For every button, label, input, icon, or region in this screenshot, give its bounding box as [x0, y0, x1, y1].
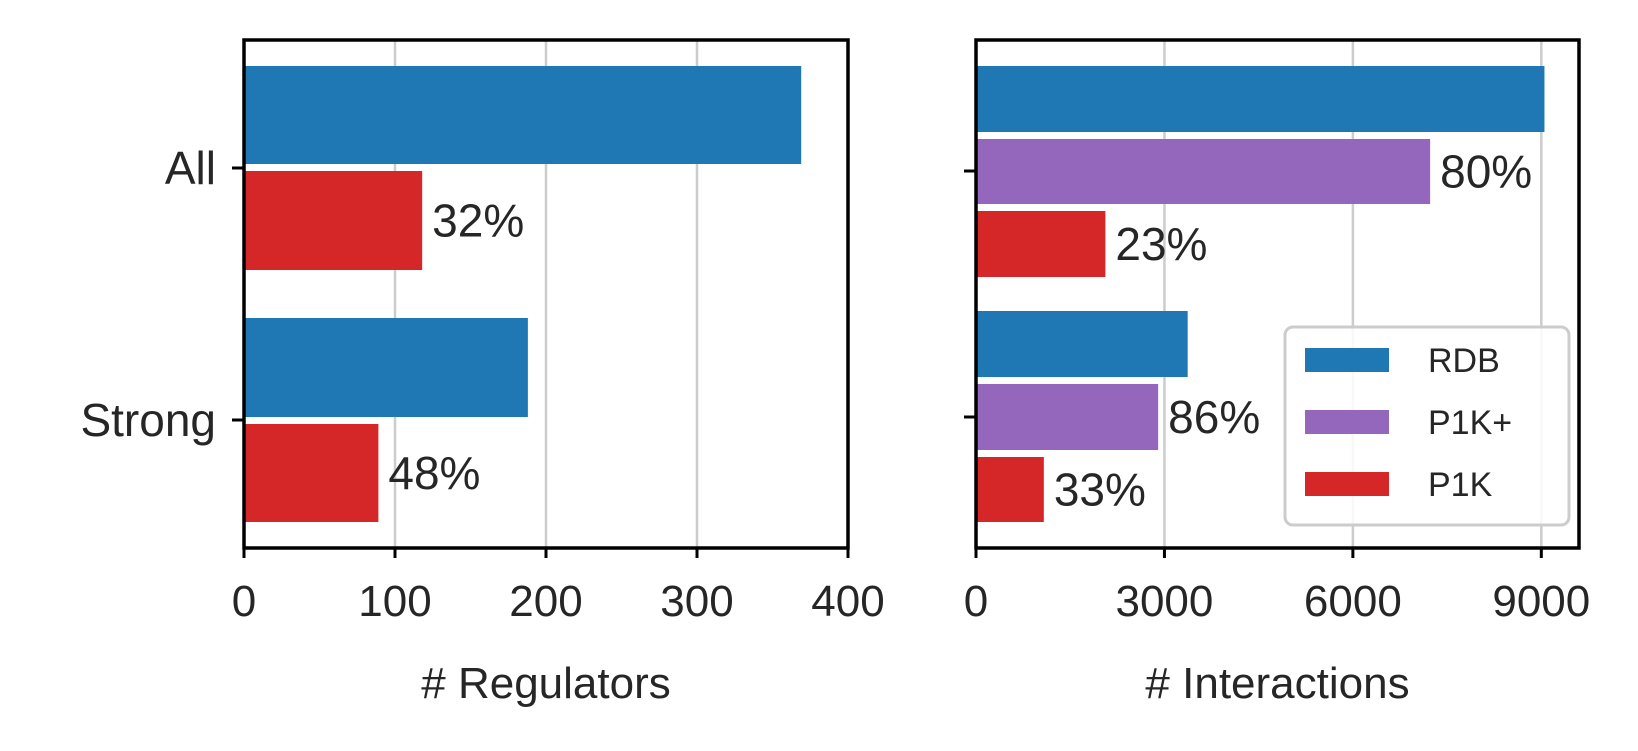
x-tick-label: 400	[811, 577, 884, 626]
legend-swatch	[1305, 348, 1389, 372]
data-label: 23%	[1115, 218, 1207, 270]
x-axis-label: # Regulators	[421, 659, 670, 708]
bar-p1kplus-all	[976, 139, 1431, 204]
data-label: 32%	[432, 195, 524, 247]
data-label: 80%	[1440, 146, 1532, 198]
legend-label: P1K	[1428, 466, 1493, 504]
regulators-panel: 32% 48% 0 100 200 300 400 All Strong # Regulators	[80, 38, 885, 708]
x-tick-label: 6000	[1304, 577, 1402, 626]
data-label: 33%	[1054, 464, 1146, 516]
bar-rdb-strong	[244, 318, 528, 417]
bar-rdb-all	[244, 66, 802, 164]
bar-rdb-strong	[976, 311, 1188, 377]
legend-swatch	[1305, 410, 1389, 434]
x-tick-label: 0	[964, 577, 988, 626]
bar-p1kplus-strong	[976, 384, 1159, 450]
x-tick-label: 0	[232, 577, 256, 626]
x-tick-label: 9000	[1492, 577, 1590, 626]
bar-p1k-strong	[976, 457, 1044, 522]
data-label: 86%	[1168, 391, 1260, 443]
legend-label: RDB	[1428, 342, 1500, 380]
bar-p1k-all	[976, 211, 1106, 277]
x-axis-label: # Interactions	[1145, 659, 1409, 708]
bar-p1k-strong	[244, 424, 379, 522]
x-tick-label: 100	[358, 577, 431, 626]
bar-rdb-all	[976, 66, 1545, 132]
category-label: All	[165, 142, 216, 194]
legend-swatch	[1305, 472, 1389, 496]
interactions-panel: 80% 86% 23% 33% 0 3000 6000 9000 # Interactions R…	[964, 38, 1590, 708]
data-label: 48%	[388, 447, 480, 499]
axes-frame	[974, 38, 1581, 550]
bar-p1k-all	[244, 171, 423, 270]
x-tick-label: 300	[660, 577, 733, 626]
category-label: Strong	[80, 394, 216, 446]
legend-label: P1K+	[1428, 404, 1512, 442]
x-tick-label: 3000	[1115, 577, 1213, 626]
x-tick-label: 200	[509, 577, 582, 626]
